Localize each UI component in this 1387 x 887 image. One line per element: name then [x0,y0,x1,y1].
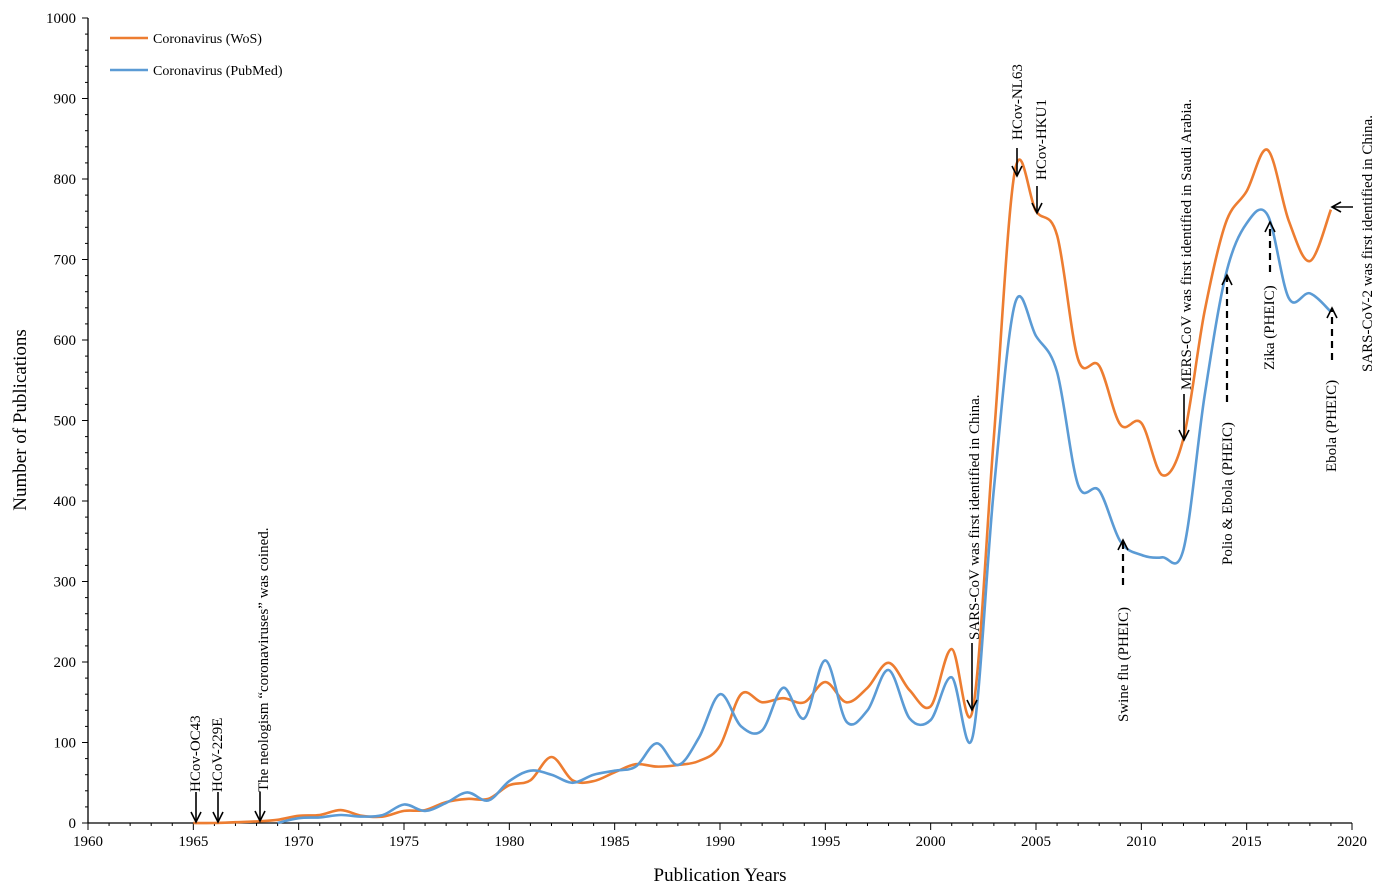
x-tick-label: 2010 [1126,834,1156,850]
annotation-label: HCoV-229E [210,718,226,792]
y-tick-label: 400 [54,494,77,510]
annotation: HCov-HKU1 [1031,99,1050,215]
annotation-label: Ebola (PHEIC) [1324,380,1340,472]
annotation: MERS-CoV was first identified in Saudi A… [1178,99,1195,442]
y-tick-label: 500 [54,414,77,430]
annotation-arrow-head [1264,220,1276,233]
x-tick-label: 1995 [810,834,840,850]
x-tick-label: 1960 [73,834,103,850]
x-tick-label: 2015 [1232,834,1262,850]
annotation-label: SARS-CoV was first identified in China. [967,394,983,640]
annotation: The neologism “coronaviruses” was coined… [254,528,272,823]
annotation-arrow-head [1117,538,1129,551]
annotation-arrow-head [254,810,266,823]
annotation-arrow-head [966,699,978,712]
annotation: Swine flu (PHEIC) [1116,538,1132,722]
legend-label: Coronavirus (PubMed) [153,64,283,79]
annotation: HCov-NL63 [1010,64,1026,178]
x-tick-label: 1985 [600,834,630,850]
y-tick-label: 300 [54,575,77,591]
annotation: Polio & Ebola (PHEIC) [1220,273,1236,565]
y-axis-title: Number of Publications [10,329,31,511]
x-tick-label: 1975 [389,834,419,850]
x-tick-label: 2005 [1021,834,1051,850]
y-tick-label: 100 [54,736,77,752]
annotation-label: Polio & Ebola (PHEIC) [1220,422,1236,565]
annotation-label: HCov-HKU1 [1034,99,1050,180]
annotation-label: Zika (PHEIC) [1262,285,1278,370]
series-line-pubmed [277,208,1332,825]
annotation: SARS-CoV-2 was first identified in China… [1330,115,1376,372]
y-tick-label: 200 [54,655,77,671]
y-tick-label: 800 [54,172,77,188]
x-tick-label: 1990 [705,834,735,850]
annotation: Zika (PHEIC) [1262,220,1278,370]
axes: 0 100 200 300 400 500 600 700 800 900 1000 1960 1965… [46,11,1367,850]
annotation-label: HCov-OC43 [188,715,204,792]
y-tick-label: 600 [54,333,77,349]
annotation-label: The neologism “coronaviruses” was coined… [256,528,272,793]
annotation-label: Swine flu (PHEIC) [1116,607,1132,722]
y-tick-label: 1000 [46,11,76,27]
annotation-label: MERS-CoV was first identified in Saudi A… [1179,99,1195,390]
x-tick-label: 2000 [916,834,946,850]
annotation-arrow-head [1326,306,1338,319]
series-lines [193,148,1333,825]
y-tick-label: 700 [54,253,77,269]
x-tick-label: 1970 [284,834,314,850]
x-tick-label: 1980 [494,834,524,850]
annotation-arrow-head [212,811,224,824]
annotation-arrow-head [1178,429,1190,442]
y-tick-label: 0 [69,816,77,832]
annotation: SARS-CoV was first identified in China. [966,394,983,712]
annotation-arrow-head [1011,165,1023,178]
x-axis-title: Publication Years [654,865,787,886]
x-tick-label: 2020 [1337,834,1367,850]
annotation: Ebola (PHEIC) [1324,306,1340,472]
annotation-arrow-head [1330,201,1342,213]
annotation-label: SARS-CoV-2 was first identified in China… [1360,115,1376,372]
annotation-arrow-head [1031,202,1043,215]
event-annotations: HCov-OC43 HCoV-229E The neologism “coronav… [188,64,1376,824]
annotation: HCoV-229E [210,718,226,824]
legend: Coronavirus (WoS) Coronavirus (PubMed) [110,32,283,79]
x-tick-label: 1965 [178,834,208,850]
legend-label: Coronavirus (WoS) [153,32,262,47]
annotation-arrow-head [1221,273,1233,286]
y-tick-label: 900 [54,92,77,108]
annotation-arrow-head [190,811,202,824]
annotation-label: HCov-NL63 [1010,64,1026,140]
series-line-wos [193,148,1333,825]
annotation: HCov-OC43 [188,715,204,824]
